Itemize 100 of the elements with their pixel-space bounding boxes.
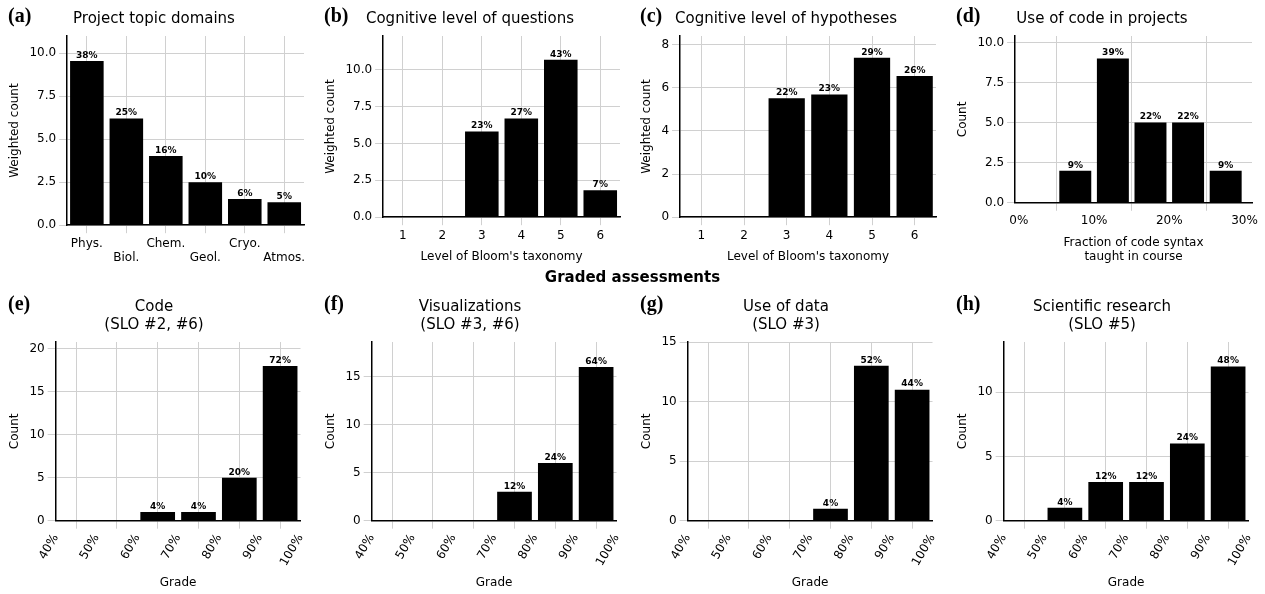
y-tick-label: 0 (353, 512, 361, 527)
y-tick-label: 0 (985, 512, 993, 527)
x-tick-label: Chem. (146, 235, 186, 250)
y-tick-label: 0.0 (353, 209, 373, 224)
x-tick-label: 10% (1080, 213, 1108, 228)
y-tick-label: 10 (661, 393, 677, 408)
x-tick-label: 5 (556, 227, 565, 242)
annotation: 16% (155, 144, 177, 155)
y-axis-title: Count (323, 413, 338, 450)
y-tick-label: 0 (661, 209, 670, 224)
y-tick-label: 4 (661, 123, 670, 138)
annotation: 23% (818, 83, 841, 94)
chart-title: Visualizations (SLO #3, #6) (418, 296, 522, 333)
x-axis-title: Grade (159, 574, 197, 589)
annotation: 64% (585, 355, 607, 366)
y-tick-label: 10.0 (977, 34, 1005, 49)
y-tick-label: 2.5 (985, 154, 1005, 169)
annotation: 26% (903, 64, 926, 75)
annotation: 4% (150, 500, 166, 511)
y-tick-label: 7.5 (37, 88, 57, 103)
y-axis-title: Weighted count (7, 83, 22, 178)
annotation: 24% (544, 451, 567, 462)
annotation: 20% (228, 466, 251, 477)
y-tick-label: 5.0 (37, 131, 57, 146)
y-axis-title: Count (955, 101, 970, 138)
annotation: 22% (775, 86, 798, 97)
chart-title: Cognitive level of questions (365, 8, 575, 27)
y-tick-label: 10.0 (345, 62, 373, 77)
chart-title: Code (SLO #2, #6) (104, 296, 204, 333)
text: (g) (640, 292, 664, 315)
x-tick-label: 2 (740, 227, 748, 242)
y-tick-label: 5 (37, 469, 45, 484)
x-tick-label: 4 (517, 227, 526, 242)
annotation: 4% (1057, 496, 1073, 507)
x-tick-label: Geol. (189, 249, 221, 264)
annotation: 12% (503, 480, 526, 491)
annotation: 43% (550, 48, 572, 59)
annotation: 7% (592, 179, 608, 190)
y-tick-label: 20 (29, 341, 45, 355)
text: (d) (956, 4, 981, 27)
y-tick-label: 5 (669, 453, 677, 468)
y-tick-label: 8 (661, 36, 670, 51)
text: (h) (956, 292, 981, 315)
y-tick-label: 5 (353, 464, 361, 479)
annotation: 10% (194, 171, 217, 182)
y-tick-label: 10.0 (29, 45, 57, 60)
annotation: 5% (276, 191, 292, 202)
annotation: 4% (190, 500, 207, 511)
y-axis-title: Count (955, 413, 970, 450)
x-tick-label: Atmos. (263, 249, 306, 264)
annotation: 12% (1135, 470, 1158, 481)
x-axis-title: Grade (791, 574, 829, 589)
annotation: 4% (822, 497, 839, 508)
annotation: 44% (901, 378, 923, 389)
annotation: 24% (1176, 432, 1199, 443)
x-axis-title: Grade (475, 574, 513, 589)
x-tick-label: 0% (1009, 213, 1029, 228)
annotation: 38% (76, 49, 98, 60)
y-tick-label: 10 (345, 416, 361, 431)
x-axis-title: Level of Bloom's taxonomy (420, 248, 583, 263)
x-tick-label: 2 (438, 227, 447, 242)
x-axis-title: Grade (1107, 574, 1145, 589)
y-axis-title: Count (639, 413, 654, 450)
y-tick-label: 5.0 (985, 114, 1005, 129)
text: (a) (8, 4, 32, 27)
y-axis-title: Weighted count (639, 79, 654, 174)
y-tick-label: 6 (661, 79, 670, 94)
x-tick-label: Cryo. (229, 235, 261, 250)
x-tick-label: 6 (596, 227, 605, 242)
y-tick-label: 10 (29, 426, 45, 441)
annotation: 23% (471, 120, 493, 131)
x-tick-label: Biol. (113, 249, 140, 264)
y-tick-label: 2.5 (37, 174, 57, 189)
x-tick-label: 3 (782, 227, 791, 242)
annotation: 29% (861, 46, 883, 57)
y-tick-label: 2.5 (353, 172, 373, 187)
annotation: 6% (237, 187, 253, 198)
annotation: 72% (269, 354, 291, 365)
x-tick-label: 3 (478, 227, 486, 242)
chart-title: Use of data (SLO #3) (743, 296, 829, 333)
y-tick-label: 10 (977, 384, 993, 399)
x-tick-label: 30% (1231, 213, 1258, 228)
annotation: 27% (510, 107, 533, 118)
chart-title: Use of code in projects (1016, 8, 1188, 27)
annotation: 39% (1102, 47, 1124, 58)
annotation: 25% (115, 107, 138, 118)
annotation: 22% (1139, 111, 1162, 122)
x-tick-label: 6 (910, 227, 919, 242)
text: (e) (8, 292, 31, 315)
y-tick-label: 15 (29, 383, 45, 398)
y-tick-label: 7.5 (353, 98, 373, 113)
x-axis-title: Fraction of code syntax taught in course (1063, 234, 1204, 263)
annotation: 9% (1067, 159, 1083, 170)
x-tick-label: 1 (399, 227, 407, 242)
y-tick-label: 0.0 (985, 194, 1005, 209)
text: (f) (324, 292, 344, 315)
y-tick-label: 15 (661, 334, 677, 349)
annotation: 52% (860, 354, 883, 365)
x-tick-label: 4 (825, 227, 834, 242)
y-axis-title: Count (7, 413, 22, 450)
